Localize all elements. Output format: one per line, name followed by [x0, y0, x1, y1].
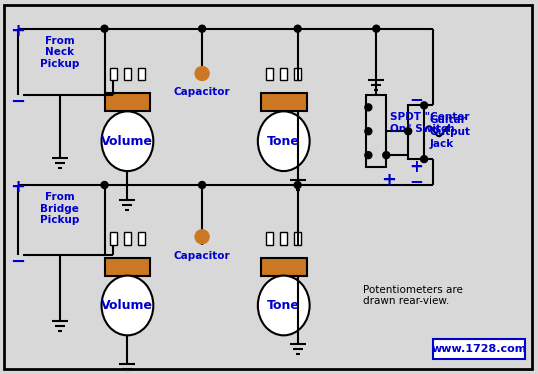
Text: Tone: Tone: [267, 299, 300, 312]
Circle shape: [365, 128, 372, 135]
Circle shape: [199, 25, 206, 32]
Text: Capacitor: Capacitor: [174, 251, 230, 261]
Circle shape: [195, 230, 209, 244]
Text: Volume: Volume: [102, 135, 153, 148]
Bar: [280, 68, 287, 80]
Circle shape: [199, 181, 206, 188]
Bar: [124, 232, 131, 245]
Text: +: +: [381, 171, 396, 189]
Text: Guitar
Output
Jack: Guitar Output Jack: [429, 115, 470, 148]
Circle shape: [294, 25, 301, 32]
Text: Volume: Volume: [102, 299, 153, 312]
Bar: [294, 232, 301, 245]
Circle shape: [365, 104, 372, 111]
Circle shape: [421, 102, 428, 109]
Ellipse shape: [258, 111, 309, 171]
Text: SPDT "Center
On" Switch: SPDT "Center On" Switch: [390, 113, 470, 134]
Text: Potentiometers are
drawn rear-view.: Potentiometers are drawn rear-view.: [363, 285, 463, 306]
Bar: [110, 232, 117, 245]
Circle shape: [405, 128, 412, 135]
Bar: [138, 232, 145, 245]
Bar: [433, 339, 525, 359]
Circle shape: [421, 156, 428, 163]
Bar: [124, 68, 131, 80]
Bar: [104, 258, 150, 276]
Bar: [138, 68, 145, 80]
Text: Capacitor: Capacitor: [174, 88, 230, 98]
Text: +: +: [10, 178, 25, 196]
Circle shape: [101, 181, 108, 188]
Text: −: −: [409, 91, 423, 108]
Bar: [261, 258, 307, 276]
Bar: [261, 94, 307, 111]
Ellipse shape: [102, 111, 153, 171]
Ellipse shape: [102, 276, 153, 335]
Text: From
Bridge
Pickup: From Bridge Pickup: [40, 192, 80, 225]
Text: www.1728.com: www.1728.com: [431, 344, 527, 354]
Circle shape: [101, 25, 108, 32]
Text: Tone: Tone: [267, 135, 300, 148]
Text: −: −: [10, 253, 25, 271]
Bar: [110, 68, 117, 80]
Text: From
Neck
Pickup: From Neck Pickup: [40, 36, 80, 69]
Text: +: +: [409, 158, 423, 176]
Text: −: −: [409, 172, 423, 190]
Bar: [408, 105, 424, 159]
Circle shape: [195, 67, 209, 80]
Bar: [266, 68, 273, 80]
Bar: [266, 232, 273, 245]
Circle shape: [294, 181, 301, 188]
Circle shape: [373, 25, 380, 32]
Bar: [294, 68, 301, 80]
Text: −: −: [10, 94, 25, 111]
Circle shape: [365, 152, 372, 159]
Circle shape: [383, 152, 390, 159]
Bar: [366, 95, 386, 167]
Ellipse shape: [258, 276, 309, 335]
Bar: [104, 94, 150, 111]
Bar: [280, 232, 287, 245]
Text: +: +: [10, 22, 25, 40]
